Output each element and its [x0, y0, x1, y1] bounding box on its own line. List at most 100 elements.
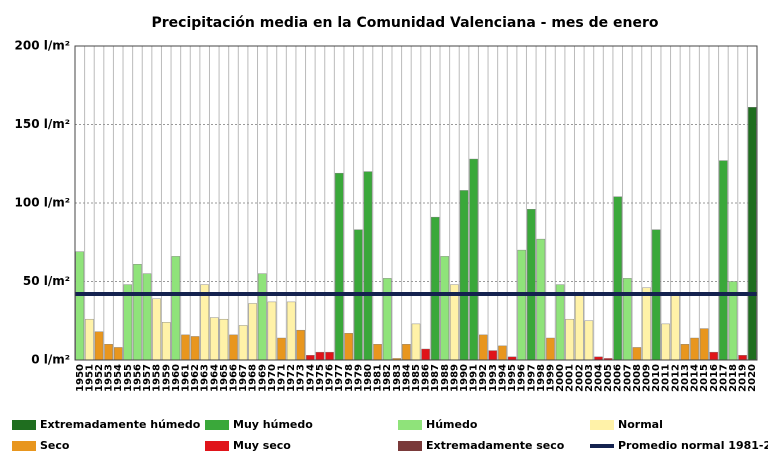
bar: [94, 331, 104, 361]
x-tick-label: 1973: [296, 364, 307, 392]
x-tick-label: 1990: [459, 364, 470, 392]
x-tick-label: 1997: [526, 364, 537, 392]
x-tick-label: 2004: [594, 364, 605, 392]
x-tick-label: 2010: [651, 364, 662, 392]
x-tick-label: 1999: [545, 364, 556, 392]
bar: [258, 273, 267, 361]
x-tick-label: 1967: [238, 364, 249, 392]
bar: [277, 337, 286, 361]
x-tick-label: 1994: [497, 364, 508, 392]
bar: [632, 347, 642, 361]
y-tick-label: 100 l/m²: [15, 196, 70, 210]
bar: [152, 298, 161, 361]
x-tick-label: 2003: [584, 364, 595, 392]
bar: [440, 256, 450, 361]
x-tick-label: 2019: [738, 364, 749, 392]
x-tick-label: 1988: [440, 364, 451, 392]
x-tick-label: 1953: [104, 364, 115, 392]
legend-label: Extremadamente húmedo: [40, 418, 201, 431]
x-tick-label: 1975: [315, 364, 326, 392]
x-tick-label: 1995: [507, 364, 518, 392]
bar: [719, 160, 728, 361]
bar: [142, 273, 152, 361]
x-tick-label: 2012: [670, 364, 681, 392]
bar: [190, 336, 200, 361]
x-tick-label: 1968: [248, 364, 259, 392]
bar: [459, 190, 469, 361]
bar: [498, 345, 507, 361]
bar: [85, 318, 94, 361]
x-tick-label: 2016: [709, 364, 720, 392]
x-tick-label: 2001: [565, 364, 576, 392]
bar: [248, 303, 257, 361]
bar: [104, 344, 113, 361]
bar: [344, 333, 353, 361]
bar: [325, 351, 334, 361]
x-tick-label: 1991: [469, 364, 480, 392]
bar: [623, 278, 632, 361]
bar: [75, 251, 85, 361]
x-tick-label: 1982: [382, 364, 393, 392]
bar: [286, 301, 296, 361]
bar: [296, 329, 305, 361]
x-tick-label: 1986: [421, 364, 432, 392]
x-tick-label: 2000: [555, 364, 566, 392]
bar: [584, 320, 594, 361]
bar: [315, 351, 325, 361]
bar: [306, 355, 315, 361]
bar: [479, 334, 488, 361]
x-tick-label: 2006: [613, 364, 624, 392]
x-tick-label: 1998: [536, 364, 547, 392]
bar: [181, 334, 190, 361]
x-tick-label: 1996: [517, 364, 528, 392]
legend-label: Normal: [618, 418, 663, 431]
bar: [671, 293, 680, 361]
x-tick-label: 1978: [344, 364, 355, 392]
bar: [373, 344, 382, 361]
x-tick-label: 1957: [142, 364, 153, 392]
x-tick-label: 1965: [219, 364, 230, 392]
bar: [238, 325, 248, 361]
legend-label: Húmedo: [426, 418, 478, 431]
x-tick-label: 1958: [152, 364, 163, 392]
bar: [402, 344, 411, 361]
bar: [517, 249, 526, 361]
x-tick-label: 1956: [132, 364, 143, 392]
plot-border: [74, 45, 758, 361]
x-tick-label: 2017: [718, 364, 729, 392]
y-tick-label: 0 l/m²: [31, 353, 70, 367]
x-tick-label: 1952: [94, 364, 105, 392]
bar: [171, 256, 181, 361]
legend-swatch: [398, 441, 422, 451]
x-tick-label: 1977: [334, 364, 345, 392]
x-tick-label: 1964: [209, 364, 220, 392]
bar: [642, 287, 651, 361]
bar: [267, 301, 277, 361]
x-tick-label: 1983: [392, 364, 403, 392]
bar: [219, 318, 229, 361]
bar: [527, 209, 536, 361]
bar: [536, 238, 546, 361]
legend-label: Seco: [40, 439, 70, 452]
x-tick-label: 1955: [123, 364, 134, 392]
legend-label: Muy seco: [233, 439, 291, 452]
x-tick-label: 1951: [84, 364, 95, 392]
x-tick-label: 1963: [200, 364, 211, 392]
x-tick-label: 1976: [325, 364, 336, 392]
x-tick-label: 1989: [449, 364, 460, 392]
bar: [113, 347, 123, 361]
x-tick-label: 2015: [699, 364, 710, 392]
y-tick-label: 150 l/m²: [15, 117, 70, 131]
x-tick-label: 1981: [373, 364, 384, 392]
x-tick-label: 2014: [690, 364, 701, 392]
y-tick-label: 200 l/m²: [15, 39, 70, 53]
legend-label: Muy húmedo: [233, 418, 313, 431]
x-tick-label: 1974: [305, 364, 316, 392]
bar: [613, 196, 622, 361]
bar: [565, 318, 574, 361]
x-tick-label: 2011: [661, 364, 672, 392]
x-tick-label: 1959: [161, 364, 172, 392]
bar: [210, 317, 219, 361]
